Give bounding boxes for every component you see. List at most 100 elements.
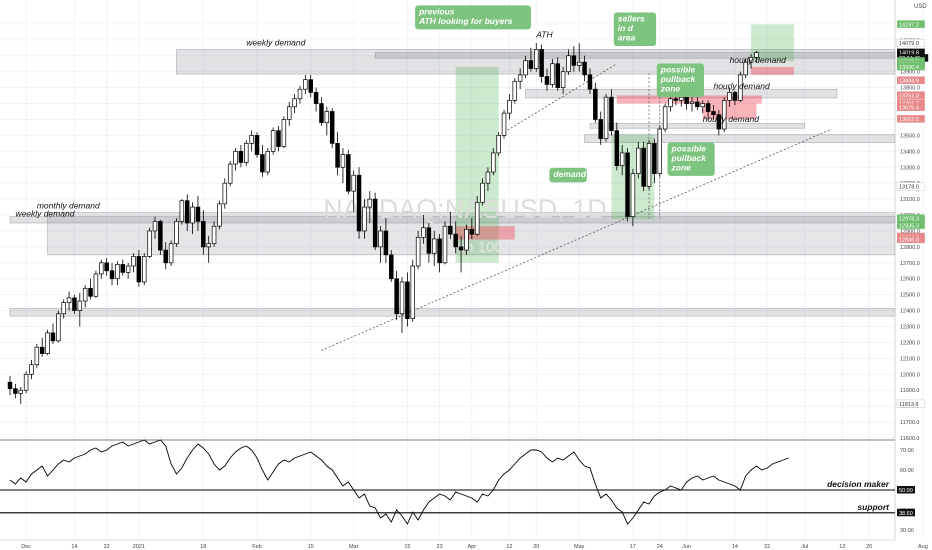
candle-body bbox=[383, 230, 389, 256]
candle-body bbox=[147, 230, 152, 257]
price-tag bbox=[897, 235, 925, 244]
candle-body bbox=[109, 270, 115, 280]
candle-body bbox=[491, 152, 496, 173]
candle-body bbox=[340, 154, 346, 168]
candle-body bbox=[276, 130, 281, 147]
price-tick-label: 12200.0 bbox=[900, 340, 920, 346]
candle-body bbox=[560, 71, 566, 88]
candle-body bbox=[292, 98, 297, 108]
price-tick-label: 12600.0 bbox=[900, 277, 920, 283]
candle-body bbox=[297, 88, 303, 100]
price-tick-label: 11600.0 bbox=[900, 436, 919, 442]
candle-body bbox=[394, 278, 399, 315]
candle-body bbox=[104, 262, 109, 272]
candle-body bbox=[351, 174, 356, 192]
candle-body bbox=[453, 233, 458, 248]
candle-body bbox=[431, 238, 437, 254]
candle-body bbox=[260, 154, 265, 173]
time-tick-label: 14 bbox=[732, 544, 738, 550]
candle-body bbox=[217, 203, 222, 227]
weekly-zone bbox=[9, 307, 896, 317]
candle-body bbox=[346, 154, 351, 192]
candle-body bbox=[265, 150, 271, 173]
candle-body bbox=[410, 265, 416, 319]
candle-body bbox=[99, 262, 104, 275]
annotation-bubble-text: possible pullback zone bbox=[660, 65, 697, 94]
candle-body bbox=[163, 249, 168, 264]
time-tick-label: 2021 bbox=[133, 544, 145, 550]
candle-body bbox=[576, 61, 582, 66]
candle-body bbox=[625, 152, 630, 217]
candle-body bbox=[281, 119, 287, 147]
candle-body bbox=[641, 147, 646, 187]
price-axis: 11600.011700.011800.011900.012000.012100… bbox=[894, 0, 929, 540]
price-tick-label: 11900.0 bbox=[900, 388, 919, 394]
candle-body bbox=[754, 52, 759, 58]
candle-body bbox=[732, 92, 738, 101]
annotation-bubble bbox=[667, 142, 715, 176]
price-tick-label: 12300.0 bbox=[900, 325, 920, 331]
candle-body bbox=[550, 63, 555, 85]
candle-body bbox=[335, 143, 340, 168]
time-tick-label: Mar bbox=[349, 544, 359, 550]
oscillator-tick-label: 70.00 bbox=[900, 448, 914, 454]
time-tick-label: Dec bbox=[21, 544, 31, 550]
candle-body bbox=[657, 128, 663, 174]
hourly-zone bbox=[589, 123, 806, 129]
candle-body bbox=[646, 143, 652, 187]
candle-body bbox=[131, 256, 136, 267]
candle-body bbox=[426, 227, 432, 254]
candle-body bbox=[614, 130, 620, 167]
candle-body bbox=[313, 92, 319, 104]
annotation-label: monthly demand bbox=[37, 201, 100, 211]
time-tick-label: Apr bbox=[468, 544, 477, 550]
candle-body bbox=[501, 112, 507, 136]
weekly-zone bbox=[374, 52, 896, 59]
price-tag-label: 13844.9 bbox=[899, 78, 919, 84]
candle-body bbox=[34, 346, 40, 366]
candle-body bbox=[142, 256, 147, 283]
price-tag-label: 13930.4 bbox=[899, 65, 919, 71]
candle-body bbox=[496, 135, 501, 154]
price-tag-label: 12846.0 bbox=[899, 238, 919, 244]
candle-body bbox=[415, 236, 421, 267]
oscillator-tag bbox=[897, 508, 915, 517]
candles bbox=[7, 43, 759, 404]
candle-body bbox=[72, 297, 77, 311]
price-tick-label: 13900.0 bbox=[900, 70, 920, 76]
annotation-label: weekly demand bbox=[246, 37, 305, 47]
price-tag-label: 13602.5 bbox=[899, 117, 919, 123]
time-tick-label: 18 bbox=[200, 544, 206, 550]
candle-body bbox=[286, 106, 292, 120]
price-tick-label: 13500.0 bbox=[900, 133, 920, 139]
candle-body bbox=[721, 100, 727, 130]
price-tag bbox=[897, 48, 925, 57]
oscillator-tag-label: 50.00 bbox=[899, 488, 913, 494]
time-tick-label: 20 bbox=[533, 544, 539, 550]
candle-body bbox=[544, 76, 550, 85]
time-tick-label: 12 bbox=[506, 544, 512, 550]
candle-body bbox=[319, 103, 324, 124]
oscillator-tick-label: 60.00 bbox=[900, 468, 914, 474]
candle-body bbox=[598, 119, 603, 139]
price-tick-label: 12800.0 bbox=[900, 245, 920, 251]
candle-body bbox=[184, 200, 190, 224]
price-tag-label: 13751.0 bbox=[899, 93, 919, 99]
candle-body bbox=[421, 227, 426, 238]
price-tag bbox=[896, 399, 926, 408]
candle-body bbox=[727, 92, 732, 101]
candle-body bbox=[372, 198, 378, 248]
price-tag-label: 14019.8 bbox=[899, 51, 919, 57]
oscillator-tick-label: 30.00 bbox=[900, 528, 914, 534]
candle-body bbox=[555, 63, 560, 88]
red-zone bbox=[751, 66, 795, 75]
time-tick-label: 14 bbox=[71, 544, 77, 550]
price-tick-label: 12000.0 bbox=[900, 372, 920, 378]
time-tick-label: Jul bbox=[801, 544, 808, 550]
annotation-bubble bbox=[656, 63, 704, 97]
candle-body bbox=[125, 265, 131, 273]
candle-body bbox=[689, 101, 695, 104]
annotation-bubble bbox=[415, 5, 531, 30]
